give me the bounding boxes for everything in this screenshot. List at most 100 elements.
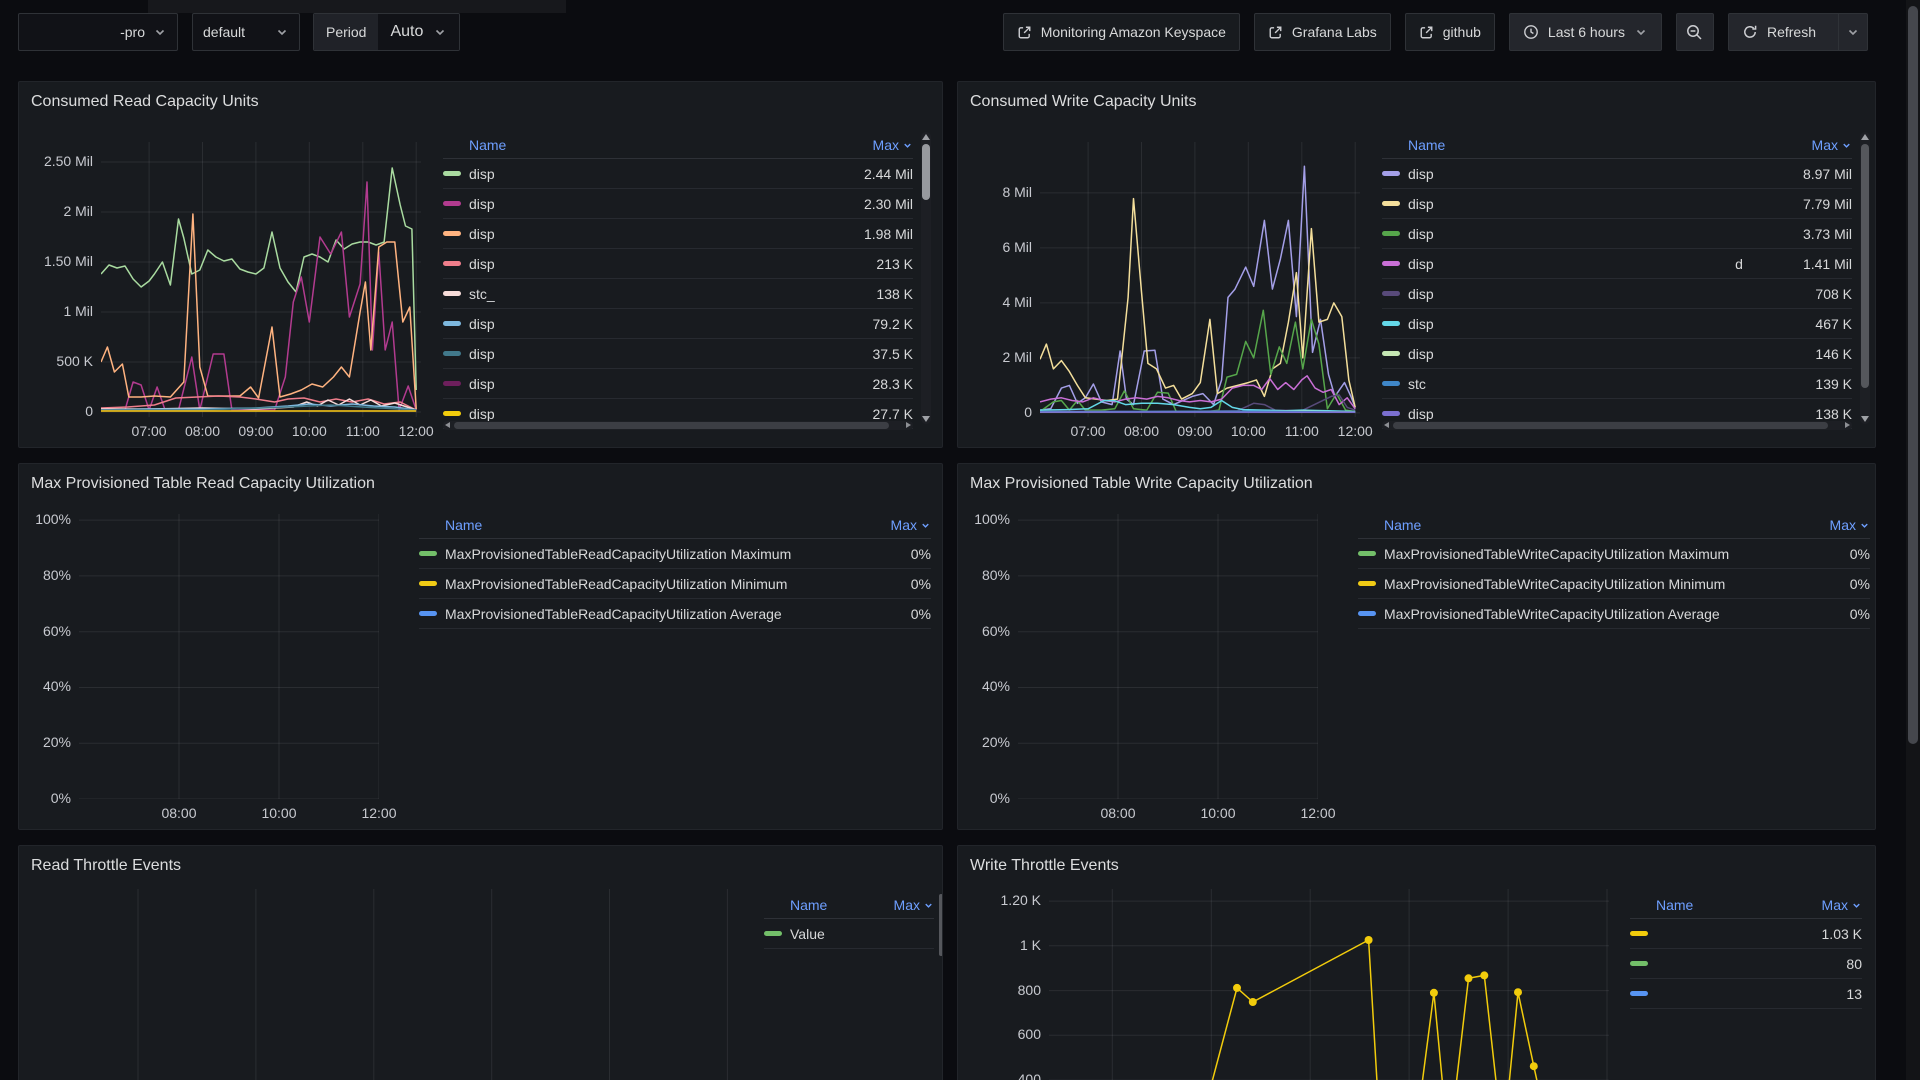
legend-row[interactable]: MaxProvisionedTableWriteCapacityUtilizat… [1358, 569, 1870, 599]
y-axis-tick-label: 6 Mil [1002, 238, 1032, 255]
legend-horizontal-scrollbar[interactable] [443, 421, 913, 430]
panel-write-utilization: Max Provisioned Table Write Capacity Uti… [957, 463, 1876, 830]
legend-vertical-scrollbar[interactable] [939, 894, 942, 956]
plot-area[interactable] [101, 142, 421, 417]
time-range-picker[interactable]: Last 6 hours [1508, 13, 1662, 51]
legend-row[interactable]: disp 27.7 K [443, 399, 913, 429]
link-button-monitoring[interactable]: Monitoring Amazon Keyspace [1002, 13, 1240, 51]
period-dropdown[interactable]: Auto [378, 14, 460, 50]
legend-row[interactable]: 1.03 K [1630, 919, 1862, 949]
legend-name-header[interactable]: Name [1384, 517, 1422, 533]
scrollbar-thumb[interactable] [454, 422, 889, 429]
refresh-button[interactable]: Refresh [1727, 13, 1868, 51]
legend-row[interactable]: MaxProvisionedTableReadCapacityUtilizati… [419, 569, 931, 599]
scrollbar-thumb[interactable] [1861, 144, 1869, 388]
legend-name-header[interactable]: Name [790, 897, 828, 913]
legend-row[interactable]: disp 37.5 K [443, 339, 913, 369]
plot-area[interactable] [79, 514, 379, 799]
legend-row[interactable]: disp 467 K [1382, 309, 1852, 339]
scrollbar-thumb[interactable] [1393, 422, 1828, 429]
legend-row[interactable]: Value [764, 919, 934, 949]
scrollbar-thumb[interactable] [1908, 6, 1918, 744]
link-button-github[interactable]: github [1404, 13, 1495, 51]
legend-vertical-scrollbar[interactable] [1860, 132, 1870, 424]
legend-row[interactable]: disp 2.30 Mil [443, 189, 913, 219]
variable-value: default [203, 24, 246, 40]
legend-name-header[interactable]: Name [1656, 897, 1694, 913]
legend-max-header[interactable]: Max [873, 137, 913, 153]
y-axis-tick-label: 2 Mil [1002, 348, 1032, 365]
legend-horizontal-scrollbar[interactable] [1382, 421, 1852, 430]
panel-title[interactable]: Read Throttle Events [31, 857, 182, 874]
legend-header-row: Name Max [764, 892, 934, 919]
legend-row[interactable]: MaxProvisionedTableWriteCapacityUtilizat… [1358, 599, 1870, 629]
sort-desc-icon [1853, 903, 1860, 908]
legend-row[interactable]: stc_ 138 K [443, 279, 913, 309]
scroll-left-icon[interactable] [1384, 422, 1389, 428]
legend-row[interactable]: disp 708 K [1382, 279, 1852, 309]
legend-row[interactable]: disp 3.73 Mil [1382, 219, 1852, 249]
scroll-up-icon[interactable] [922, 134, 930, 140]
legend-row[interactable]: disp d 1.41 Mil [1382, 249, 1852, 279]
legend-row[interactable]: disp 28.3 K [443, 369, 913, 399]
legend-name-header[interactable]: Name [445, 517, 483, 533]
panel-title[interactable]: Consumed Write Capacity Units [970, 93, 1197, 110]
legend-row[interactable]: MaxProvisionedTableReadCapacityUtilizati… [419, 539, 931, 569]
plot-area[interactable] [26, 889, 751, 1080]
scroll-right-icon[interactable] [1845, 422, 1850, 428]
plot-area[interactable] [1040, 142, 1360, 417]
zoom-out-time-button[interactable] [1675, 13, 1714, 51]
plot-area[interactable] [1049, 889, 1609, 1080]
legend-row[interactable]: disp 1.98 Mil [443, 219, 913, 249]
legend-row[interactable]: stc 139 K [1382, 369, 1852, 399]
page-scrollbar[interactable] [1906, 0, 1920, 1080]
series-color-marker [1382, 171, 1400, 176]
refresh-interval-dropdown[interactable] [1838, 14, 1867, 50]
legend-row[interactable]: 80 [1630, 949, 1862, 979]
series-max-value: 1.41 Mil [1802, 255, 1852, 272]
legend-name-header[interactable]: Name [1408, 137, 1446, 153]
legend-max-header[interactable]: Max [891, 517, 931, 533]
legend-max-header[interactable]: Max [1822, 897, 1862, 913]
panel-title[interactable]: Max Provisioned Table Write Capacity Uti… [970, 475, 1313, 492]
scrollbar-thumb[interactable] [922, 144, 930, 200]
scroll-up-icon[interactable] [1861, 134, 1869, 140]
period-label: Period [314, 14, 379, 50]
legend-row[interactable]: disp 146 K [1382, 339, 1852, 369]
legend-row[interactable]: disp 8.97 Mil [1382, 159, 1852, 189]
series-name: Value [790, 925, 825, 942]
series-max-value: 28.3 K [872, 375, 913, 392]
y-axis-tick-label: 100% [974, 511, 1010, 528]
legend-max-header[interactable]: Max [1830, 517, 1870, 533]
template-variable-dropdown-2[interactable]: default [192, 13, 300, 51]
legend-max-header[interactable]: Max [894, 897, 934, 913]
legend-name-header[interactable]: Name [469, 137, 507, 153]
legend-row[interactable]: disp 213 K [443, 249, 913, 279]
scroll-left-icon[interactable] [445, 422, 450, 428]
panel-title[interactable]: Consumed Read Capacity Units [31, 93, 259, 110]
read-capacity-chart: 07:00 08:00 09:00 10:00 11:00 12:00 0 500 K 1 Mi… [19, 82, 942, 447]
legend-row[interactable]: disp 2.44 Mil [443, 159, 913, 189]
legend-row[interactable]: 13 [1630, 979, 1862, 1009]
scroll-down-icon[interactable] [1861, 416, 1869, 422]
scroll-right-icon[interactable] [906, 422, 911, 428]
series-name: disp [1408, 285, 1434, 302]
y-axis-tick-label: 600 [1017, 1026, 1041, 1043]
y-axis-tick-label: 40% [42, 678, 71, 695]
link-button-grafana-labs[interactable]: Grafana Labs [1253, 13, 1391, 51]
link-label: Monitoring Amazon Keyspace [1040, 24, 1226, 40]
scroll-down-icon[interactable] [922, 416, 930, 422]
legend-row[interactable]: MaxProvisionedTableReadCapacityUtilizati… [419, 599, 931, 629]
legend-header-row: Name Max [1358, 512, 1870, 539]
panel-title[interactable]: Max Provisioned Table Read Capacity Util… [31, 475, 375, 492]
template-variable-dropdown-1[interactable]: -pro [18, 13, 178, 51]
legend-row[interactable]: MaxProvisionedTableWriteCapacityUtilizat… [1358, 539, 1870, 569]
panel-title[interactable]: Write Throttle Events [970, 857, 1119, 874]
plot-area[interactable] [1018, 514, 1318, 799]
legend-max-header[interactable]: Max [1812, 137, 1852, 153]
legend-row[interactable]: disp 7.79 Mil [1382, 189, 1852, 219]
sort-desc-icon [1861, 523, 1868, 528]
chevron-down-icon [1848, 29, 1858, 36]
legend-row[interactable]: disp 79.2 K [443, 309, 913, 339]
legend-vertical-scrollbar[interactable] [921, 132, 931, 424]
